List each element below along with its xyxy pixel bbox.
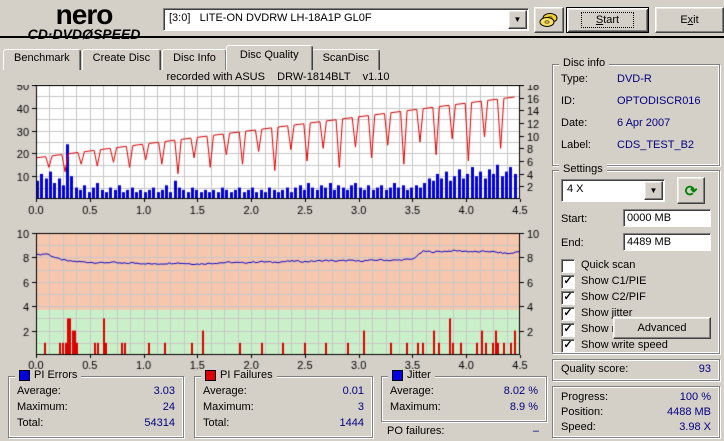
disc-info-row: Date: 6 Apr 2007: [561, 117, 671, 129]
quality-score-row: Quality score: 93: [561, 363, 711, 375]
pi-failures-panel-title: PI Failures: [201, 369, 277, 381]
nero-logo-text: nero: [55, 0, 114, 30]
jitter-legend-icon: [392, 369, 403, 381]
progress-row: Speed: 3.98 X: [561, 421, 711, 433]
show-read-speed-checkbox[interactable]: ✓: [561, 323, 575, 337]
end-position-label: End:: [561, 237, 584, 249]
tab-disc-info[interactable]: Disc Info: [162, 49, 227, 70]
jitter-panel: Jitter Average: 8.02 % Maximum: 8.9 %: [381, 369, 547, 422]
tab-disc-quality[interactable]: Disc Quality: [225, 45, 313, 70]
disc-stack-icon: [539, 13, 558, 27]
start-position-label: Start:: [561, 213, 588, 225]
checkbox-show-c1-pie: ✓ Show C1/PIE: [553, 275, 719, 289]
drive-selector[interactable]: [3:0] LITE-ON DVDRW LH-18A1P GL0F ▼: [163, 8, 529, 31]
stat-row: Maximum: 24: [17, 401, 175, 413]
disc-info-row: Type: DVD-R: [561, 73, 652, 85]
progress-panel: Progress: 100 % Position: 4488 MB Speed: 3.…: [552, 386, 720, 438]
advanced-button[interactable]: Advanced: [613, 317, 711, 339]
pi-failures-panel: PI Failures Average: 0.01 Maximum: 3 Total…: [194, 369, 373, 438]
checkbox-quick-scan: Quick scan: [553, 259, 719, 273]
scan-speed-select[interactable]: 4 X ▼: [561, 179, 665, 202]
disc-info-panel-title: Disc info: [559, 57, 610, 69]
nero-logo: nero CD·DVDØSPEED: [6, 0, 162, 42]
pi-errors-panel-title: PI Errors: [15, 369, 82, 381]
stat-row: Total: 1444: [203, 417, 364, 429]
eject-disc-button[interactable]: [534, 7, 564, 33]
scan-speed-dropdown-arrow[interactable]: ▼: [644, 181, 663, 200]
refresh-button[interactable]: ⟳: [677, 177, 705, 204]
stat-row: Average: 3.03: [17, 385, 175, 397]
jitter-panel-title: Jitter: [388, 369, 435, 381]
checkbox-show-write-speed: ✓ Show write speed: [553, 339, 719, 353]
checkbox-show-jitter: ✓ Show jitter: [553, 307, 719, 321]
show-c2-pif-checkbox[interactable]: ✓: [561, 291, 575, 305]
settings-panel: Settings 4 X ▼ ⟳ Start: 0000 MB End: 448…: [552, 163, 720, 354]
start-position-field[interactable]: 0000 MB: [623, 209, 711, 227]
stat-row: Average: 0.01: [203, 385, 364, 397]
quick-scan-checkbox[interactable]: [561, 259, 575, 273]
exit-button-label: Exit: [680, 14, 699, 26]
stat-row: Maximum: 8.9 %: [390, 401, 538, 413]
drive-selector-dropdown-arrow[interactable]: ▼: [508, 10, 527, 29]
exit-button[interactable]: Exit: [655, 7, 724, 33]
pi-failures-legend-icon: [205, 369, 216, 381]
progress-row: Progress: 100 %: [561, 391, 711, 403]
stat-row: Average: 8.02 %: [390, 385, 538, 397]
disc-info-row: ID: OPTODISCR016: [561, 95, 701, 107]
drive-selector-value: [3:0] LITE-ON DVDRW LH-18A1P GL0F: [169, 12, 372, 24]
tab-benchmark[interactable]: Benchmark: [3, 49, 81, 70]
stat-row: Total: 54314: [17, 417, 175, 429]
start-button[interactable]: Start: [566, 7, 649, 33]
show-write-speed-checkbox[interactable]: ✓: [561, 339, 575, 353]
start-button-label: Start: [580, 12, 635, 28]
po-failures-row: PO failures: –: [387, 425, 539, 437]
checkbox-show-c2-pif: ✓ Show C2/PIF: [553, 291, 719, 305]
tab-create-disc[interactable]: Create Disc: [81, 49, 162, 70]
disc-info-row: Label: CDS_TEST_B2: [561, 139, 695, 151]
tab-scandisc[interactable]: ScanDisc: [311, 49, 381, 70]
quality-scan-chart: [4, 85, 545, 372]
disc-info-panel: Disc info Type: DVD-R ID: OPTODISCR016 Dat…: [552, 57, 720, 166]
show-jitter-checkbox[interactable]: ✓: [561, 307, 575, 321]
disc-glyph-icon: Ø: [82, 26, 93, 42]
end-position-field[interactable]: 4489 MB: [623, 233, 711, 251]
quality-score-panel: Quality score: 93: [552, 359, 720, 381]
refresh-icon: ⟳: [684, 182, 698, 200]
settings-panel-title: Settings: [559, 163, 607, 175]
show-c1-pie-checkbox[interactable]: ✓: [561, 275, 575, 289]
pi-errors-panel: PI Errors Average: 3.03 Maximum: 24 Total:…: [8, 369, 184, 438]
progress-row: Position: 4488 MB: [561, 406, 711, 418]
chart-title: recorded with ASUS DRW-1814BLT v1.10: [166, 71, 390, 83]
pi-errors-legend-icon: [19, 369, 30, 381]
tab-strip: Benchmark Create Disc Disc Info Disc Qua…: [3, 45, 381, 70]
stat-row: Maximum: 3: [203, 401, 364, 413]
cd-dvd-speed-logo-text: CD·DVDØSPEED: [27, 26, 141, 42]
header-separator: [0, 36, 724, 38]
